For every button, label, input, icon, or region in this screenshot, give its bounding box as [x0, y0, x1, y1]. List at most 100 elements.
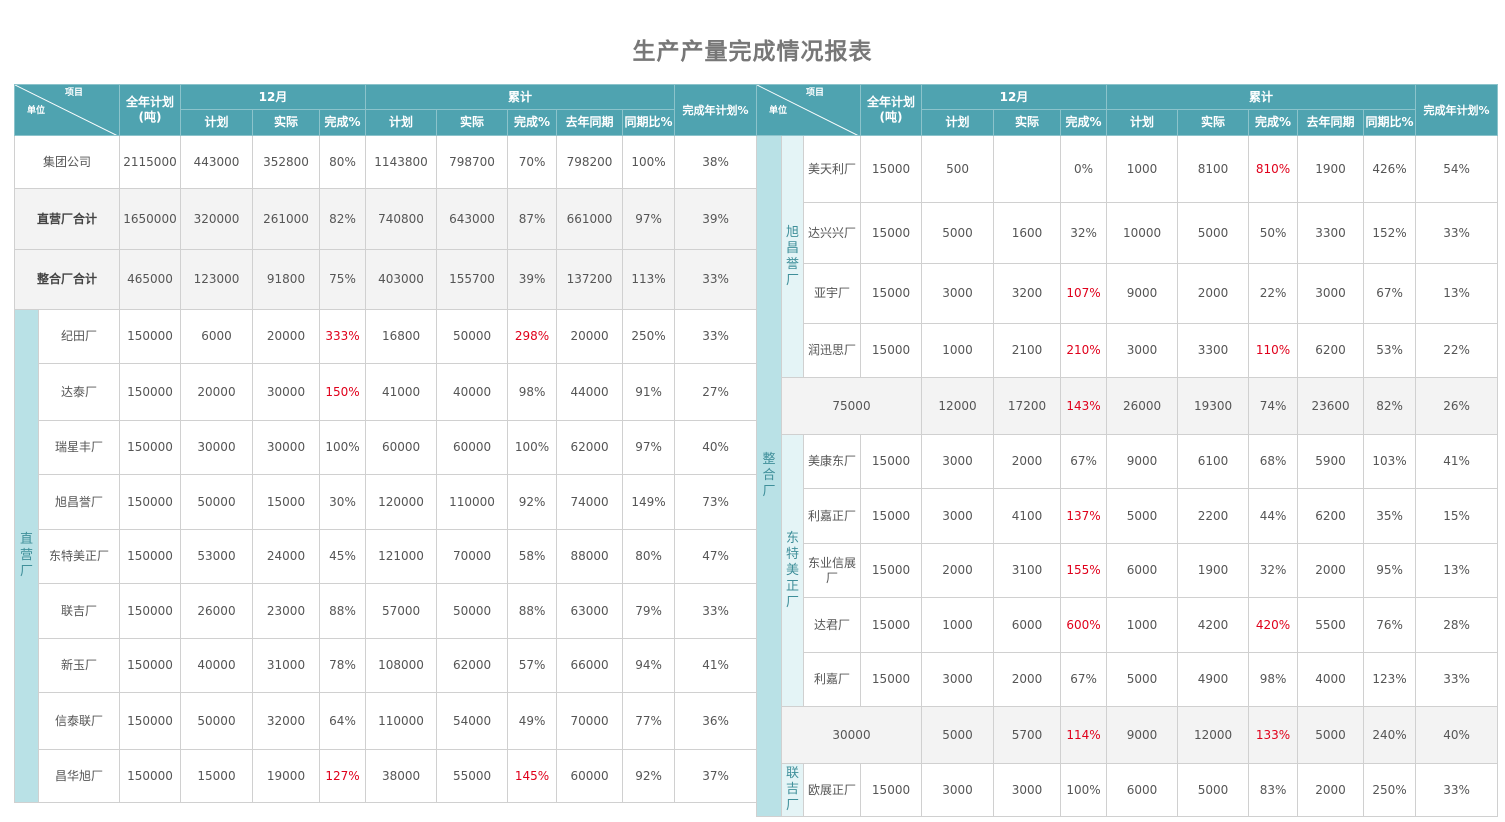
- cell-yoy: 152%: [1363, 202, 1417, 264]
- group-integrated-label: 整合厂: [762, 452, 776, 499]
- header-m-plan-right: 计划: [921, 109, 995, 136]
- cell-c-plan: 57000: [365, 583, 438, 639]
- cell-annual: 2115000: [119, 135, 181, 189]
- table-row: 达君厂 15000 1000 6000 600% 1000 4200 420% 5500 76% 2…: [757, 597, 1499, 653]
- cell-m-actual: 30000: [252, 363, 320, 421]
- cell-c-plan: 120000: [365, 474, 438, 530]
- cell-m-rate: 333%: [318, 309, 367, 364]
- cell-c-plan: 108000: [365, 638, 438, 693]
- cell-annual-rate: 41%: [1415, 434, 1499, 489]
- table-row: 昌华旭厂 150000 15000 19000 127% 38000 55000 145% 60…: [15, 749, 758, 803]
- cell-m-actual: 3100: [993, 543, 1062, 598]
- cell-annual: 150000: [119, 749, 181, 803]
- cell-c-plan: 16800: [365, 309, 438, 364]
- cell-m-actual: 20000: [252, 309, 320, 364]
- cell-last: 3000: [1297, 263, 1365, 324]
- cell-yoy: 94%: [622, 638, 676, 693]
- cell-m-actual: 2000: [993, 434, 1062, 489]
- cell-annual: 15000: [860, 597, 923, 653]
- cell-last: 3300: [1297, 202, 1365, 264]
- cell-m-plan: 40000: [180, 638, 253, 693]
- cell-annual: 150000: [119, 474, 181, 530]
- cell-m-rate: 30%: [318, 474, 367, 530]
- table-row: 润迅思厂 15000 1000 2100 210% 3000 3300 110% 6200 53%…: [757, 323, 1499, 378]
- cell-m-rate: 78%: [318, 638, 367, 693]
- cell-c-plan: 403000: [365, 249, 438, 310]
- cell-annual-rate: 36%: [674, 692, 758, 750]
- cell-m-rate: 137%: [1060, 488, 1108, 544]
- cell-annual-rate: 22%: [1415, 323, 1499, 378]
- cell-yoy: 77%: [622, 692, 676, 750]
- cell-name: 美康东厂: [802, 434, 862, 489]
- table-row: 东业信展厂 15000 2000 3100 155% 6000 1900 32% 2000 95%…: [757, 543, 1499, 598]
- cell-c-rate: 83%: [1248, 763, 1299, 817]
- cell-m-actual: 261000: [252, 188, 320, 250]
- cell-m-rate: 67%: [1060, 652, 1108, 707]
- cell-c-rate: 49%: [507, 692, 558, 750]
- cell-m-rate: 45%: [318, 529, 367, 584]
- cell-m-plan: 3000: [921, 488, 995, 544]
- cell-m-plan: 30000: [180, 420, 253, 475]
- table-row: 整合厂合计 465000 123000 91800 75% 403000 155700 39%…: [14, 249, 758, 310]
- header-m-actual-right: 实际: [993, 109, 1062, 136]
- cell-c-actual: 62000: [436, 638, 509, 693]
- cell-annual-rate: 38%: [674, 135, 758, 189]
- cell-c-actual: 60000: [436, 420, 509, 475]
- cell-annual: 150000: [119, 420, 181, 475]
- cell-last: 88000: [556, 529, 624, 584]
- cell-c-actual: 50000: [436, 583, 509, 639]
- cell-c-rate: 32%: [1248, 543, 1299, 598]
- header-c-rate: 完成%: [507, 109, 558, 136]
- cell-yoy: 100%: [622, 135, 676, 189]
- cell-name: 达君厂: [802, 597, 862, 653]
- cell-c-plan: 121000: [365, 529, 438, 584]
- cell-m-actual: 2100: [993, 323, 1062, 378]
- cell-yoy: 250%: [1363, 763, 1417, 817]
- cell-yoy: 97%: [622, 420, 676, 475]
- cell-last: 62000: [556, 420, 624, 475]
- cell-c-actual: 5000: [1177, 202, 1250, 264]
- cell-c-rate: 98%: [1248, 652, 1299, 707]
- cell-yoy: 35%: [1363, 488, 1417, 544]
- cell-annual-rate: 13%: [1415, 543, 1499, 598]
- left-report-table: 项目 单位 全年计划(吨) 12月 累计 完成年计划% 计划 实际 完成% 计划…: [14, 84, 758, 803]
- cell-name: 美天利厂: [802, 135, 862, 203]
- header-diagonal-cell-right: 项目 单位: [755, 84, 862, 136]
- table-row: 直营厂 纪田厂 150000 6000 20000 333% 16800 50000 298% 2…: [14, 309, 758, 803]
- cell-c-plan: 6000: [1106, 763, 1179, 817]
- cell-m-actual: 17200: [993, 377, 1062, 435]
- cell-c-rate: 39%: [507, 249, 558, 310]
- cell-m-rate: 0%: [1060, 135, 1108, 203]
- cell-m-rate: 32%: [1060, 202, 1108, 264]
- cell-m-rate: 75%: [318, 249, 367, 310]
- cell-name: 整合厂合计: [14, 249, 120, 310]
- cell-yoy: 79%: [622, 583, 676, 639]
- cell-yoy: 113%: [622, 249, 676, 310]
- cell-last: 66000: [556, 638, 624, 693]
- cell-annual: 15000: [860, 652, 923, 707]
- cell-c-rate: 133%: [1248, 706, 1299, 764]
- cell-c-rate: 92%: [507, 474, 558, 530]
- cell-annual-rate: 41%: [674, 638, 758, 693]
- cell-c-plan: 9000: [1106, 434, 1179, 489]
- cell-last: 5900: [1297, 434, 1365, 489]
- cell-last: 63000: [556, 583, 624, 639]
- header-c-plan: 计划: [365, 109, 438, 136]
- cell-m-actual: 19000: [252, 749, 320, 803]
- cell-yoy: 95%: [1363, 543, 1417, 598]
- cell-c-rate: 58%: [507, 529, 558, 584]
- cell-c-actual: 2200: [1177, 488, 1250, 544]
- cell-m-actual: 3000: [993, 763, 1062, 817]
- cell-annual: 15000: [860, 488, 923, 544]
- cell-m-plan: 123000: [180, 249, 253, 310]
- cell-name: 昌华旭厂: [38, 749, 120, 803]
- cell-name: 纪田厂: [38, 309, 120, 364]
- cell-name: 集团公司: [14, 135, 120, 189]
- cell-annual-rate: 40%: [674, 420, 758, 475]
- cell-annual: 465000: [119, 249, 181, 310]
- cell-m-plan: 53000: [180, 529, 253, 584]
- cell-m-actual: 3200: [993, 263, 1062, 324]
- table-row: 联吉厂 欧展正厂 15000 3000 3000 100% 6000 5000 83% 2000 2…: [757, 763, 1499, 817]
- cell-c-rate: 88%: [507, 583, 558, 639]
- header-m-rate-right: 完成%: [1060, 109, 1108, 136]
